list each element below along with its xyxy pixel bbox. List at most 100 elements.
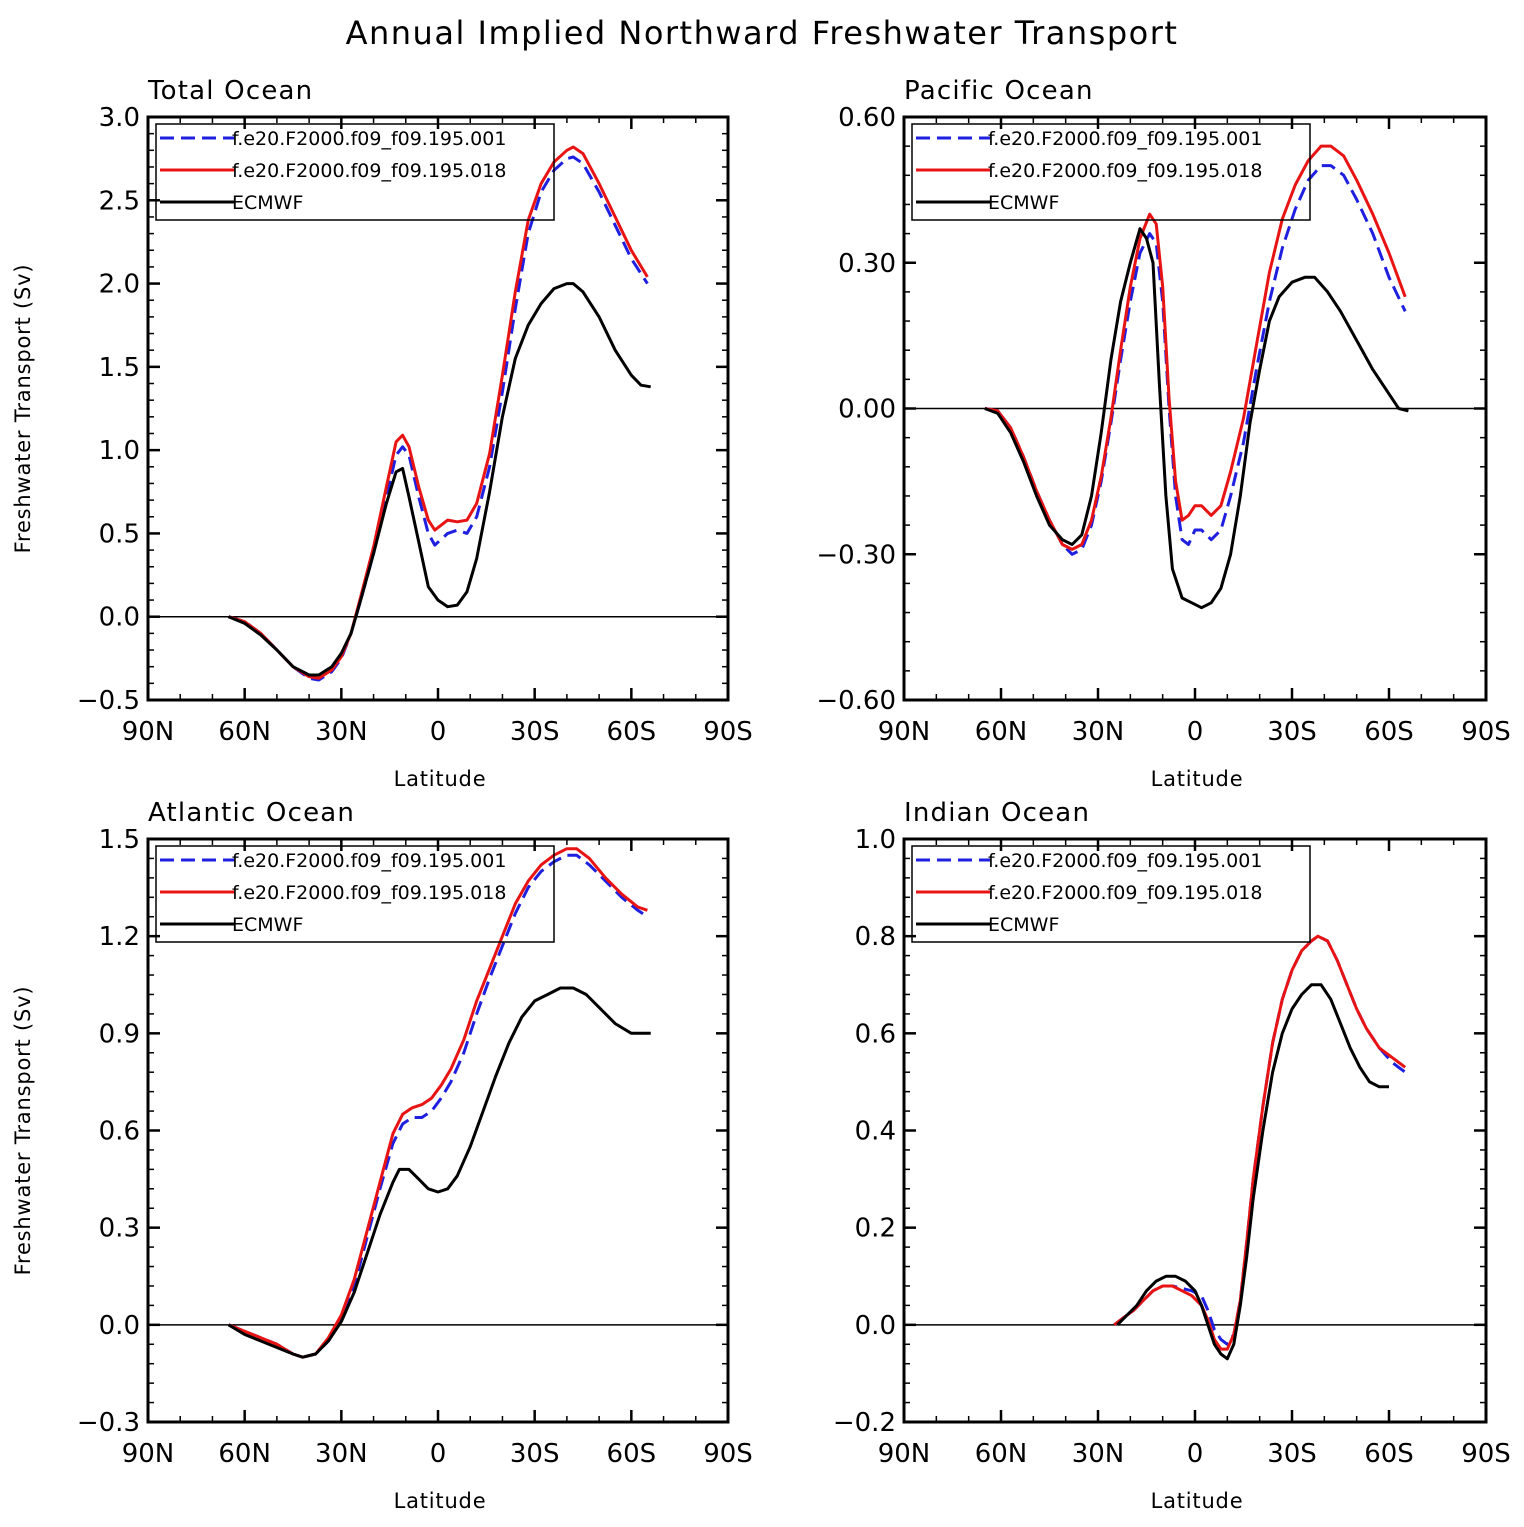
chart-atlantic-ocean-title: Atlantic Ocean (148, 798, 355, 828)
chart-pacific-ocean-y-tick-label: −0.60 (816, 686, 896, 716)
chart-pacific-ocean-legend: f.e20.F2000.f09_f09.195.001 f.e20.F2000.f… (911, 123, 1311, 221)
chart-atlantic-ocean-x-tick-label: 30S (510, 1439, 560, 1469)
chart-atlantic-ocean-y-tick-label: 0.0 (99, 1311, 140, 1341)
chart-total-ocean-y-axis-label: Freshwater Transport (Sv) (11, 264, 35, 554)
chart-total-ocean-x-tick-label: 30S (510, 717, 560, 747)
chart-atlantic-ocean-y-axis-label: Freshwater Transport (Sv) (11, 986, 35, 1276)
chart-atlantic-ocean-x-tick-label: 60N (218, 1439, 271, 1469)
chart-total-ocean-series-ecmwf (228, 282, 651, 677)
chart-indian-ocean-y-tick-label: 0.6 (855, 1019, 896, 1049)
figure-title: Annual Implied Northward Freshwater Tran… (346, 14, 1179, 52)
chart-total-ocean-x-tick-label: 60N (218, 717, 271, 747)
chart-total-ocean-y-tick-label: 1.0 (99, 436, 140, 466)
chart-atlantic-ocean-y-tick-label: 1.5 (99, 825, 140, 855)
chart-atlantic-ocean-legend: f.e20.F2000.f09_f09.195.001 f.e20.F2000.f… (155, 845, 555, 943)
chart-atlantic-ocean-y-tick-label: 0.9 (99, 1019, 140, 1049)
chart-total-ocean-legend-label: f.e20.F2000.f09_f09.195.001 (232, 128, 506, 150)
chart-indian-ocean-x-tick-label: 90N (878, 1439, 931, 1469)
chart-indian-ocean: Indian Ocean 90N 60N 30N 0 30S 60S 90S −0.2 0.0 0.… (833, 798, 1511, 1513)
panels: Total Ocean 90N 60N 30N 0 30S 60S 90S −0.5 0.0 0.5… (11, 76, 1511, 1513)
chart-indian-ocean-x-tick-label: 90S (1461, 1439, 1511, 1469)
chart-indian-ocean-x-tick-label: 0 (1187, 1439, 1204, 1469)
chart-atlantic-ocean-x-tick-label: 30N (315, 1439, 368, 1469)
chart-atlantic-ocean-y-tick-label: 0.6 (99, 1117, 140, 1147)
chart-indian-ocean-legend-label: f.e20.F2000.f09_f09.195.018 (988, 882, 1262, 904)
chart-total-ocean-x-tick-label: 30N (315, 717, 368, 747)
chart-total-ocean: Total Ocean 90N 60N 30N 0 30S 60S 90S −0.5 0.0 0.5… (11, 76, 753, 791)
chart-total-ocean-y-tick-label: 2.5 (99, 186, 140, 216)
chart-total-ocean-legend-box (155, 123, 555, 221)
chart-pacific-ocean-x-tick-label: 30S (1267, 717, 1317, 747)
chart-pacific-ocean-legend-box (911, 123, 1311, 221)
chart-pacific-ocean-legend-label: f.e20.F2000.f09_f09.195.018 (988, 160, 1262, 182)
chart-atlantic-ocean-x-axis-label: Latitude (394, 1489, 487, 1513)
chart-pacific-ocean-x-tick-label: 90S (1461, 717, 1511, 747)
chart-pacific-ocean-x-axis-label: Latitude (1151, 767, 1244, 791)
chart-atlantic-ocean: Atlantic Ocean 90N 60N 30N 0 30S 60S 90S −0.3 0.0… (11, 798, 753, 1513)
chart-pacific-ocean-series-ecmwf (984, 227, 1409, 610)
chart-atlantic-ocean-x-tick-label: 0 (430, 1439, 447, 1469)
chart-total-ocean-x-tick-label: 60S (607, 717, 657, 747)
chart-total-ocean-x-tick-label: 0 (430, 717, 447, 747)
chart-atlantic-ocean-legend-label: f.e20.F2000.f09_f09.195.018 (232, 882, 506, 904)
chart-atlantic-ocean-x-tick-label: 60S (607, 1439, 657, 1469)
chart-pacific-ocean-y-tick-label: 0.30 (838, 249, 896, 279)
chart-atlantic-ocean-legend-label: f.e20.F2000.f09_f09.195.001 (232, 850, 506, 872)
chart-pacific-ocean-series-f-e20-f2000-f09-f09-195-018 (984, 144, 1407, 551)
chart-pacific-ocean-title: Pacific Ocean (904, 76, 1094, 106)
chart-pacific-ocean-x-tick-label: 60N (975, 717, 1028, 747)
chart-pacific-ocean-x-tick-label: 60S (1364, 717, 1414, 747)
chart-total-ocean-legend-label: ECMWF (232, 192, 303, 214)
chart-indian-ocean-legend-label: f.e20.F2000.f09_f09.195.001 (988, 850, 1262, 872)
chart-pacific-ocean-x-tick-label: 30N (1072, 717, 1125, 747)
chart-total-ocean-legend-label: f.e20.F2000.f09_f09.195.018 (232, 160, 506, 182)
chart-indian-ocean-legend: f.e20.F2000.f09_f09.195.001 f.e20.F2000.f… (911, 845, 1311, 943)
chart-indian-ocean-legend-label: ECMWF (988, 914, 1059, 936)
chart-total-ocean-x-tick-label: 90N (122, 717, 175, 747)
chart-pacific-ocean: Pacific Ocean 90N 60N 30N 0 30S 60S 90S −0.60 −0.… (816, 76, 1510, 791)
chart-pacific-ocean-x-tick-label: 90N (878, 717, 931, 747)
chart-indian-ocean-series-ecmwf (1116, 983, 1389, 1361)
chart-indian-ocean-y-tick-label: 1.0 (855, 825, 896, 855)
chart-pacific-ocean-y-tick-label: 0.60 (838, 103, 896, 133)
chart-indian-ocean-legend-box (911, 845, 1311, 943)
chart-atlantic-ocean-series-ecmwf (227, 986, 651, 1359)
chart-total-ocean-frame (146, 115, 730, 702)
chart-indian-ocean-y-tick-label: 0.4 (855, 1117, 896, 1147)
chart-indian-ocean-y-tick-label: 0.0 (855, 1311, 896, 1341)
chart-total-ocean-legend: f.e20.F2000.f09_f09.195.001 f.e20.F2000.f… (155, 123, 555, 221)
chart-pacific-ocean-y-tick-label: 0.00 (838, 395, 896, 425)
chart-pacific-ocean-x-tick-label: 0 (1187, 717, 1204, 747)
chart-pacific-ocean-series-f-e20-f2000-f09-f09-195-001 (984, 164, 1407, 556)
chart-atlantic-ocean-frame (146, 837, 730, 1424)
chart-total-ocean-y-tick-label: 0.0 (99, 603, 140, 633)
chart-pacific-ocean-y-tick-label: −0.30 (816, 540, 896, 570)
chart-atlantic-ocean-x-tick-label: 90N (122, 1439, 175, 1469)
chart-indian-ocean-x-tick-label: 30S (1267, 1439, 1317, 1469)
chart-atlantic-ocean-y-tick-label: −0.3 (77, 1408, 140, 1438)
chart-total-ocean-y-tick-label: 3.0 (99, 103, 140, 133)
chart-total-ocean-x-axis-label: Latitude (394, 767, 487, 791)
chart-indian-ocean-frame (902, 837, 1488, 1424)
chart-atlantic-ocean-y-tick-label: 0.3 (99, 1214, 140, 1244)
chart-indian-ocean-x-tick-label: 30N (1072, 1439, 1125, 1469)
chart-indian-ocean-x-axis-label: Latitude (1151, 1489, 1244, 1513)
chart-total-ocean-y-tick-label: −0.5 (77, 686, 140, 716)
chart-atlantic-ocean-legend-label: ECMWF (232, 914, 303, 936)
chart-pacific-ocean-frame (902, 115, 1488, 702)
chart-pacific-ocean-legend-label: f.e20.F2000.f09_f09.195.001 (988, 128, 1262, 150)
chart-total-ocean-title: Total Ocean (147, 76, 313, 106)
chart-total-ocean-series-f-e20-f2000-f09-f09-195-018 (228, 145, 649, 680)
chart-total-ocean-y-tick-label: 0.5 (99, 519, 140, 549)
chart-atlantic-ocean-legend-box (155, 845, 555, 943)
chart-indian-ocean-title: Indian Ocean (904, 798, 1090, 828)
chart-total-ocean-y-tick-label: 1.5 (99, 353, 140, 383)
chart-total-ocean-x-tick-label: 90S (703, 717, 753, 747)
chart-pacific-ocean-legend-label: ECMWF (988, 192, 1059, 214)
chart-indian-ocean-y-tick-label: 0.8 (855, 922, 896, 952)
chart-atlantic-ocean-x-tick-label: 90S (703, 1439, 753, 1469)
chart-indian-ocean-series-f-e20-f2000-f09-f09-195-018 (1113, 934, 1407, 1351)
chart-indian-ocean-x-tick-label: 60S (1364, 1439, 1414, 1469)
chart-total-ocean-series-f-e20-f2000-f09-f09-195-001 (228, 155, 649, 682)
